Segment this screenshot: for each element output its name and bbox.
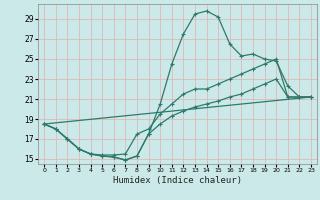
X-axis label: Humidex (Indice chaleur): Humidex (Indice chaleur) xyxy=(113,176,242,185)
